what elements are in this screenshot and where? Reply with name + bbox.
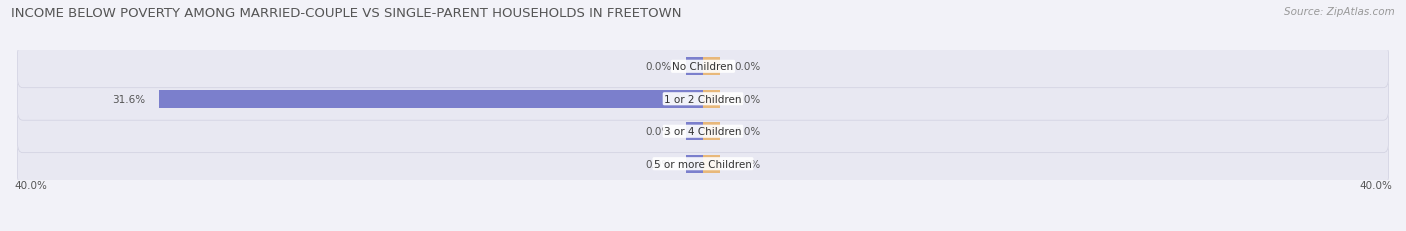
Bar xyxy=(703,155,720,173)
Bar xyxy=(703,58,720,76)
Bar xyxy=(703,90,720,108)
FancyBboxPatch shape xyxy=(17,143,1389,185)
Text: 0.0%: 0.0% xyxy=(734,94,761,104)
Text: 0.0%: 0.0% xyxy=(645,62,672,72)
Text: 40.0%: 40.0% xyxy=(14,180,46,190)
Text: 31.6%: 31.6% xyxy=(112,94,145,104)
Text: 5 or more Children: 5 or more Children xyxy=(654,159,752,169)
FancyBboxPatch shape xyxy=(17,78,1389,121)
Text: 40.0%: 40.0% xyxy=(1360,180,1392,190)
Bar xyxy=(686,155,703,173)
FancyBboxPatch shape xyxy=(17,46,1389,88)
Text: 3 or 4 Children: 3 or 4 Children xyxy=(664,127,742,137)
Text: 0.0%: 0.0% xyxy=(734,62,761,72)
Text: 0.0%: 0.0% xyxy=(734,159,761,169)
Text: 0.0%: 0.0% xyxy=(645,159,672,169)
Bar xyxy=(686,58,703,76)
Text: No Children: No Children xyxy=(672,62,734,72)
Bar xyxy=(703,123,720,140)
FancyBboxPatch shape xyxy=(17,110,1389,153)
Text: INCOME BELOW POVERTY AMONG MARRIED-COUPLE VS SINGLE-PARENT HOUSEHOLDS IN FREETOW: INCOME BELOW POVERTY AMONG MARRIED-COUPL… xyxy=(11,7,682,20)
Text: 0.0%: 0.0% xyxy=(645,127,672,137)
Text: Source: ZipAtlas.com: Source: ZipAtlas.com xyxy=(1284,7,1395,17)
Bar xyxy=(686,123,703,140)
Text: 1 or 2 Children: 1 or 2 Children xyxy=(664,94,742,104)
Bar xyxy=(159,90,703,108)
Text: 0.0%: 0.0% xyxy=(734,127,761,137)
